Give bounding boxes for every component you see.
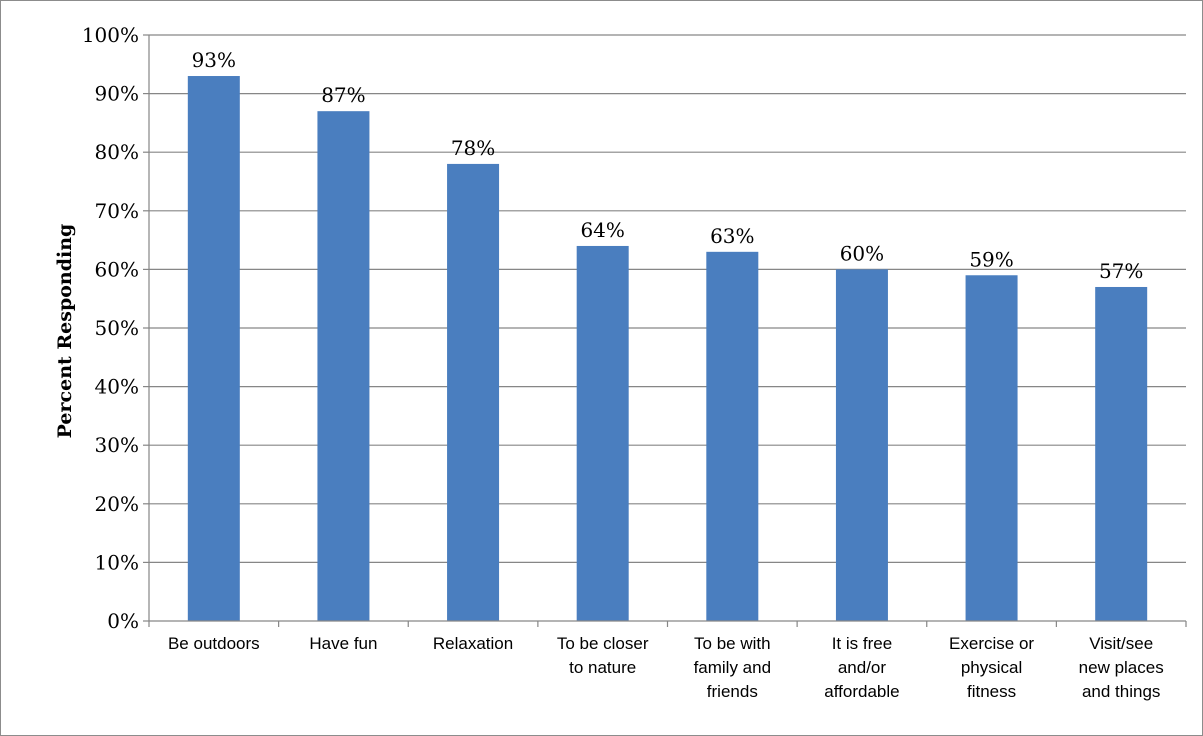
bar (1095, 286, 1148, 621)
y-tick-label: 20% (95, 492, 139, 516)
y-tick-label: 50% (95, 316, 139, 340)
category-label: It is free and/or affordable (824, 634, 899, 701)
y-tick-label: 0% (107, 609, 139, 633)
bar (447, 163, 500, 622)
data-label: 93% (192, 48, 236, 72)
category-label: To be closer to nature (557, 634, 649, 677)
y-axis-title: Percent Responding (54, 224, 76, 439)
y-tick-label: 70% (95, 199, 139, 223)
bar (835, 269, 888, 621)
data-label: 63% (710, 224, 754, 248)
bar (317, 111, 370, 622)
bar (706, 251, 759, 621)
category-label: To be with family and friends (694, 634, 771, 701)
category-labels: Be outdoors Have fun Relaxation To be close… (168, 634, 1164, 701)
bars (187, 76, 1148, 622)
axes (143, 34, 1187, 627)
data-label: 87% (321, 83, 365, 107)
bar (576, 245, 629, 621)
y-tick-label: 80% (95, 140, 139, 164)
category-label: Relaxation (433, 634, 513, 653)
category-label: Have fun (309, 634, 377, 653)
data-labels: 93% 87% 78% 64% 63% 60% 59% 57% (192, 48, 1144, 283)
y-tick-label: 40% (95, 375, 139, 399)
data-label: 64% (580, 218, 624, 242)
data-label: 60% (840, 241, 884, 265)
data-label: 59% (969, 247, 1013, 271)
bar (187, 76, 240, 621)
y-tick-label: 60% (95, 257, 139, 281)
category-label: Be outdoors (168, 634, 260, 653)
bar (965, 275, 1018, 621)
y-tick-label: 10% (95, 550, 139, 574)
y-tick-label: 100% (82, 23, 139, 47)
data-label: 57% (1099, 259, 1143, 283)
category-label: Visit/see new places and things (1079, 634, 1164, 701)
category-label: Exercise or physical fitness (949, 634, 1034, 701)
y-tick-label: 30% (95, 433, 139, 457)
y-tick-label: 90% (95, 82, 139, 106)
y-tick-labels: 0% 10% 20% 30% 40% 50% 60% 70% 80% 90% 100% (82, 23, 139, 633)
data-label: 78% (451, 136, 495, 160)
gridlines (149, 34, 1186, 564)
